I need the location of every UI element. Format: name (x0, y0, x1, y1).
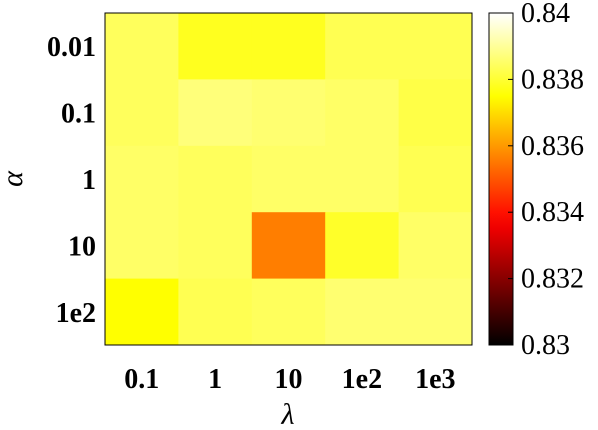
heatmap-cell-0.1-10 (251, 79, 326, 147)
colorbar-tick-label: 0.838 (521, 64, 584, 95)
heatmap-cell-1e2-0.1 (105, 278, 179, 346)
heatmap-cell-1-0.1 (105, 145, 179, 213)
heatmap-cell-0.01-0.1 (105, 13, 179, 80)
heatmap-cell-0.01-10 (251, 13, 326, 80)
heatmap-cell-0.01-1e2 (325, 13, 400, 80)
x-axis-ticks: 0.1 1 10 1e2 1e3 (124, 364, 455, 395)
colorbar (488, 12, 514, 346)
heatmap-cell-1-1 (178, 145, 253, 213)
colorbar-tick-label: 0.836 (521, 131, 584, 162)
heatmap-cell-10-1e2 (325, 212, 400, 280)
y-tick-label: 10 (68, 231, 96, 262)
colorbar-tick-label: 0.83 (521, 330, 570, 361)
x-tick-label: 1e3 (415, 364, 455, 395)
heatmap-cell-1-1e3 (398, 145, 473, 213)
heatmap-cell-0.1-0.1 (105, 79, 179, 147)
heatmap-cell-1e2-10 (251, 278, 326, 346)
colorbar-tick-label: 0.832 (521, 264, 584, 295)
x-tick-label: 0.1 (124, 364, 159, 395)
heatmap-cell-10-0.1 (105, 212, 179, 280)
heatmap-cell-1e2-1e2 (325, 278, 400, 346)
plot-frame (104, 12, 473, 346)
y-tick-label: 1 (82, 165, 96, 196)
x-tick-label: 1e2 (342, 364, 382, 395)
y-tick-label: 0.01 (47, 32, 96, 63)
y-axis-label: α (0, 170, 29, 187)
y-tick-label: 1e2 (56, 298, 96, 329)
heatmap-cell-1e2-1 (178, 278, 253, 346)
heatmap-cell-1-10 (251, 145, 326, 213)
heatmap-cells (105, 13, 473, 346)
heatmap-cell-0.1-1e3 (398, 79, 473, 147)
y-tick-label: 0.1 (61, 99, 96, 130)
y-axis-ticks: 0.01 0.1 1 10 1e2 (47, 32, 96, 329)
heatmap-cell-10-1 (178, 212, 253, 280)
x-tick-label: 10 (275, 364, 303, 395)
heatmap-cell-0.01-1 (178, 13, 253, 80)
heatmap-cell-0.1-1e2 (325, 79, 400, 147)
heatmap-cell-0.1-1 (178, 79, 253, 147)
colorbar-tick-label: 0.834 (521, 197, 584, 228)
x-axis-label: λ (281, 398, 295, 430)
colorbar-tick-label: 0.84 (521, 0, 570, 29)
x-tick-label: 1 (208, 364, 222, 395)
colorbar-ticks: 0.83 0.832 0.834 0.836 0.838 0.84 (508, 0, 584, 361)
heatmap-cell-10-10 (251, 212, 326, 280)
heatmap-cell-1-1e2 (325, 145, 400, 213)
heatmap-cell-10-1e3 (398, 212, 473, 280)
heatmap-cell-1e2-1e3 (398, 278, 473, 346)
heatmap-cell-0.01-1e3 (398, 13, 473, 80)
